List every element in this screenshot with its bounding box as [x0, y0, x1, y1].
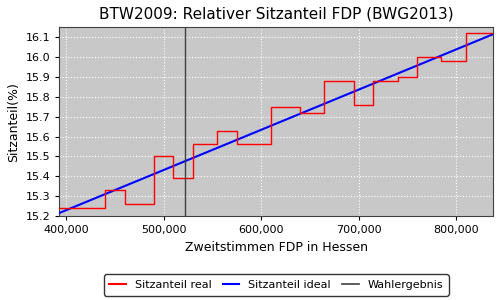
Sitzanteil real	[170, 154, 176, 158]
Sitzanteil real	[463, 59, 469, 63]
Sitzanteil real	[234, 143, 239, 146]
Sitzanteil real	[214, 129, 220, 132]
Sitzanteil real	[370, 103, 376, 106]
Sitzanteil real	[414, 75, 420, 79]
Sitzanteil real	[102, 188, 108, 192]
Sitzanteil real	[322, 111, 328, 115]
Y-axis label: Sitzanteil(%): Sitzanteil(%)	[7, 82, 20, 162]
Sitzanteil real	[190, 143, 196, 146]
Sitzanteil real	[438, 59, 444, 63]
Sitzanteil real	[234, 129, 239, 132]
Sitzanteil real	[102, 206, 108, 210]
X-axis label: Zweitstimmen FDP in Hessen: Zweitstimmen FDP in Hessen	[184, 241, 368, 254]
Sitzanteil real	[151, 154, 157, 158]
Sitzanteil real	[122, 188, 128, 192]
Sitzanteil real	[297, 105, 303, 109]
Title: BTW2009: Relativer Sitzanteil FDP (BWG2013): BTW2009: Relativer Sitzanteil FDP (BWG20…	[99, 7, 454, 22]
Sitzanteil real	[122, 202, 128, 206]
Sitzanteil real	[151, 202, 157, 206]
Sitzanteil real	[350, 79, 356, 83]
Sitzanteil real	[394, 75, 400, 79]
Sitzanteil real	[268, 105, 274, 109]
Sitzanteil real	[438, 55, 444, 59]
Sitzanteil real	[370, 79, 376, 83]
Sitzanteil real	[190, 176, 196, 180]
Sitzanteil real	[322, 79, 328, 83]
Sitzanteil real	[214, 143, 220, 146]
Sitzanteil real	[170, 176, 176, 180]
Sitzanteil real	[350, 103, 356, 106]
Sitzanteil real	[463, 32, 469, 35]
Line: Sitzanteil real: Sitzanteil real	[60, 33, 493, 208]
Legend: Sitzanteil real, Sitzanteil ideal, Wahlergebnis: Sitzanteil real, Sitzanteil ideal, Wahle…	[104, 274, 449, 296]
Sitzanteil real	[394, 79, 400, 83]
Sitzanteil real	[268, 143, 274, 146]
Sitzanteil real	[490, 32, 496, 35]
Sitzanteil real	[297, 111, 303, 115]
Sitzanteil real	[414, 55, 420, 59]
Sitzanteil real	[56, 206, 62, 210]
